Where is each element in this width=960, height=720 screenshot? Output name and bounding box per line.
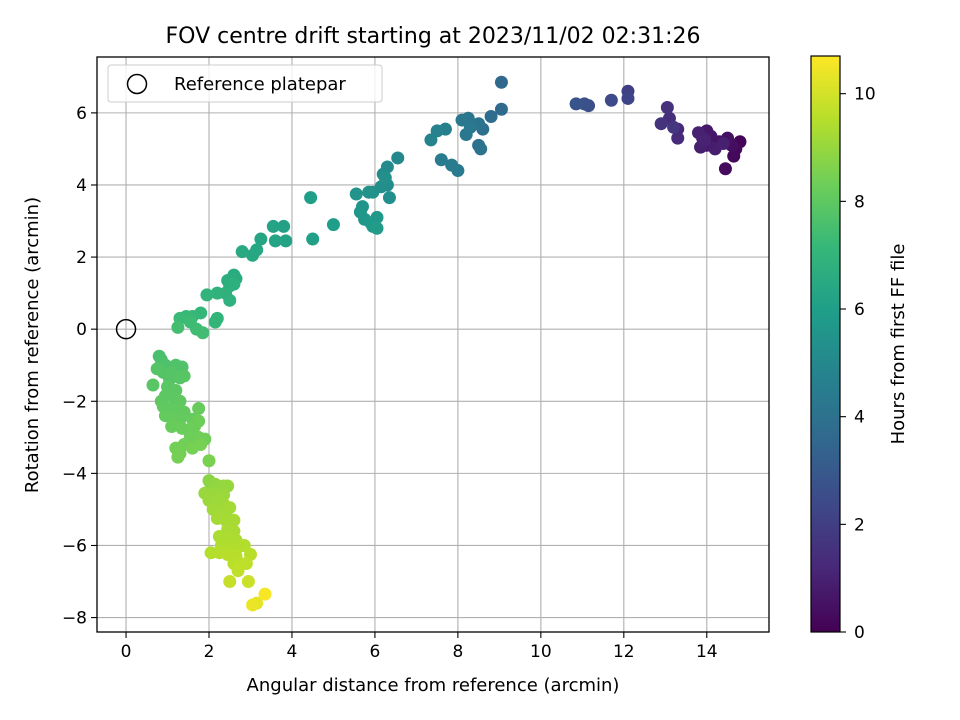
scatter-point: [146, 378, 160, 392]
x-tick-label: 4: [287, 642, 298, 662]
y-tick-label: −8: [62, 609, 87, 629]
colorbar-ticks: 0 2 4 6 8 10: [840, 85, 876, 643]
scatter-point: [246, 598, 260, 612]
scatter-point: [246, 248, 260, 262]
y-tick-label: 6: [76, 104, 87, 124]
scatter-point: [569, 97, 583, 111]
scatter-point: [671, 131, 685, 145]
x-tick-label: 12: [613, 642, 635, 662]
scatter-points: [146, 75, 747, 612]
x-tick-label: 6: [370, 642, 381, 662]
scatter-point: [241, 575, 255, 589]
scatter-point: [660, 100, 674, 114]
scatter-point: [258, 587, 272, 601]
scatter-point: [370, 221, 384, 235]
x-tick-label: 2: [204, 642, 215, 662]
scatter-point: [494, 75, 508, 89]
scatter-point: [194, 438, 208, 452]
y-tick-label: −6: [62, 536, 87, 556]
scatter-point: [378, 171, 392, 185]
colorbar: [810, 55, 841, 633]
scatter-point: [474, 142, 488, 156]
scatter-point: [227, 277, 241, 291]
scatter-point: [235, 245, 249, 259]
x-tick-label: 0: [121, 642, 132, 662]
scatter-point: [667, 120, 681, 134]
x-axis-ticks: 0 2 4 6 8 10 12 14: [121, 632, 718, 662]
scatter-point: [171, 450, 185, 464]
x-tick-label: 14: [696, 642, 718, 662]
scatter-point: [698, 133, 712, 147]
legend-box: [107, 64, 383, 103]
scatter-point: [208, 315, 222, 329]
y-tick-label: −4: [62, 464, 87, 484]
scatter-point: [349, 187, 363, 201]
y-tick-label: 2: [76, 248, 87, 268]
scatter-point: [424, 133, 438, 147]
x-tick-label: 10: [530, 642, 552, 662]
scatter-point: [306, 232, 320, 246]
y-axis-ticks: −8 −6 −4 −2 0 2 4 6: [62, 104, 97, 629]
scatter-point: [196, 326, 210, 340]
y-tick-label: 0: [76, 320, 87, 340]
scatter-point: [445, 158, 459, 172]
colorbar-tick-label: 10: [854, 85, 876, 105]
scatter-point: [192, 414, 206, 428]
plot-frame: [96, 56, 770, 633]
scatter-point: [200, 288, 214, 302]
scatter-point: [279, 234, 293, 248]
colorbar-label: Hours from first FF file: [888, 244, 909, 445]
chart-title: FOV centre drift starting at 2023/11/02 …: [166, 24, 701, 49]
colorbar-tick-label: 8: [854, 192, 865, 212]
scatter-point: [223, 575, 237, 589]
x-axis-label: Angular distance from reference (arcmin): [247, 675, 620, 696]
scatter-point: [716, 137, 730, 151]
scatter-point: [382, 191, 396, 205]
scatter-point: [171, 320, 185, 334]
reference-marker: [115, 318, 137, 340]
x-tick-label: 8: [452, 642, 463, 662]
scatter-point: [391, 151, 405, 165]
scatter-point: [326, 218, 340, 232]
scatter-point: [604, 93, 618, 107]
scatter-point: [654, 117, 668, 131]
scatter-point: [223, 293, 237, 307]
scatter-point: [277, 219, 291, 233]
scatter-point: [494, 102, 508, 116]
y-tick-label: 4: [76, 176, 87, 196]
reference-platepar-marker: [115, 318, 137, 340]
colorbar-tick-label: 0: [854, 623, 865, 643]
scatter-point: [463, 120, 477, 134]
scatter-point: [192, 401, 206, 415]
scatter-point: [434, 153, 448, 167]
colorbar-tick-label: 2: [854, 515, 865, 535]
scatter-point: [304, 191, 318, 205]
scatter-point: [231, 564, 245, 578]
y-axis-label: Rotation from reference (arcmin): [22, 197, 43, 493]
scatter-point: [268, 234, 282, 248]
grid-lines: [97, 57, 769, 632]
y-tick-label: −2: [62, 392, 87, 412]
scatter-point: [165, 420, 179, 434]
scatter-point: [254, 232, 268, 246]
scatter-point: [718, 162, 732, 176]
colorbar-tick-label: 6: [854, 300, 865, 320]
scatter-point: [150, 362, 164, 376]
scatter-point: [210, 286, 224, 300]
scatter-point: [266, 219, 280, 233]
scatter-point: [484, 109, 498, 123]
legend-marker-icon: [126, 73, 148, 95]
scatter-point: [727, 149, 741, 163]
legend-entry-label: Reference platepar: [174, 74, 346, 95]
scatter-point: [223, 501, 237, 515]
scatter-point: [177, 369, 191, 383]
legend: Reference platepar: [107, 64, 383, 103]
scatter-point: [621, 91, 635, 105]
scatter-point: [362, 185, 376, 199]
colorbar-tick-label: 4: [854, 408, 865, 428]
scatter-point: [202, 454, 216, 468]
